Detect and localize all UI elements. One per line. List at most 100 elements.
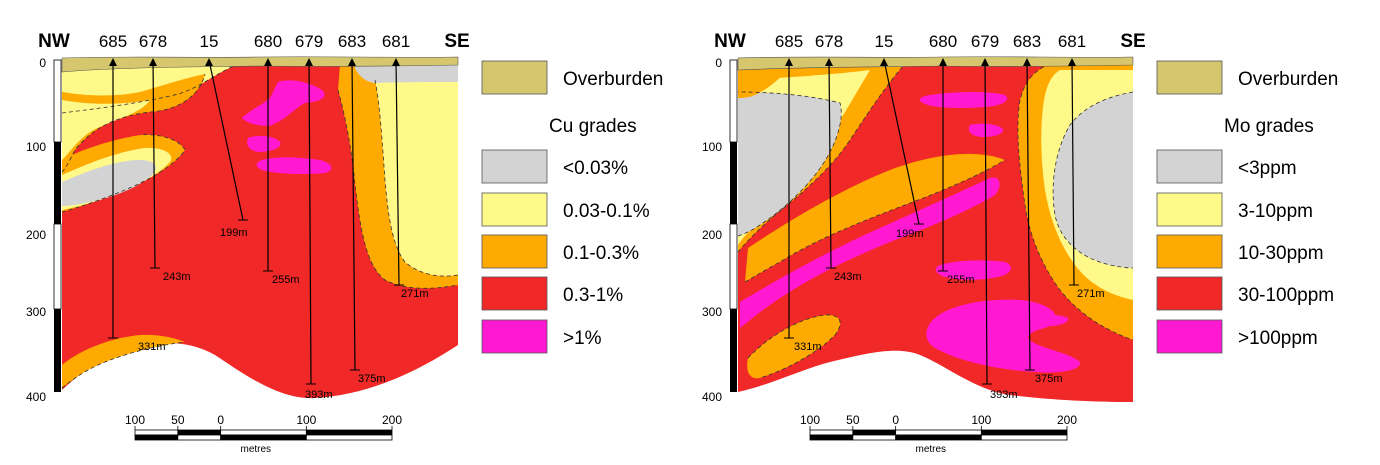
mo-hole-678-depth: 243m [834, 271, 862, 283]
cu-legend-title: Cu grades [549, 116, 637, 137]
mo-depth-tick: 100 [702, 140, 722, 154]
mo-magenta-tip [1034, 315, 1069, 326]
mo-hole-679-depth: 393m [990, 389, 1018, 401]
cu-legend-swatch-0 [481, 149, 548, 184]
cu-scalebar-label: 0 [217, 413, 224, 427]
mo-grey-left [738, 92, 842, 236]
cu-hole-680-label: 680 [254, 32, 282, 51]
mo-depth-tick: 400 [702, 390, 722, 404]
mo-scalebar-label: 50 [846, 413, 860, 427]
mo-scalebar-unit: metres [916, 444, 947, 455]
cu-hole-679-label: 679 [295, 32, 323, 51]
cu-depth-tick: 200 [26, 228, 46, 242]
mo-hole-685-arrow [785, 58, 793, 66]
cu-hole-683-arrow [348, 58, 356, 66]
mo-legend-swatch-1 [1156, 192, 1223, 227]
mo-legend-overburden-swatch [1156, 60, 1223, 95]
mo-scalebar-label: 100 [800, 413, 820, 427]
cu-legend-label-0: <0.03% [563, 158, 628, 179]
mo-hole-678-arrow [825, 58, 833, 66]
mo-legend-swatch-2 [1156, 234, 1223, 269]
cu-hole-678-depth: 243m [163, 271, 191, 283]
cu-hole-683-label: 683 [338, 32, 366, 51]
mo-magenta-3 [935, 260, 1011, 280]
cu-hole-678-label: 678 [139, 32, 167, 51]
cu-magenta-1 [242, 80, 325, 126]
cu-grey-left [62, 160, 156, 206]
cu-yellow-left [62, 100, 150, 160]
cu-scalebar-seg [305, 429, 393, 436]
cu-hole-681-label: 681 [382, 32, 410, 51]
mo-hole-679-trace [984, 59, 988, 385]
cu-legend-overburden-swatch [481, 60, 548, 95]
mo-hole-678-trace [828, 59, 832, 269]
mo-legend-label-2: 10-30ppm [1238, 243, 1324, 264]
mo-hole-681-label: 681 [1058, 32, 1086, 51]
mo-hole-15-depth: 199m [896, 228, 924, 240]
cu-hole-679-arrow [305, 58, 313, 66]
cu-scalebar-seg [177, 434, 222, 441]
mo-nw-label: NW [714, 31, 746, 52]
mo-scalebar-label: 100 [971, 413, 991, 427]
mo-depth-tick: 300 [702, 305, 722, 319]
cu-depth-tick: 400 [26, 390, 46, 404]
mo-legend-label-1: 3-10ppm [1238, 201, 1313, 222]
cu-legend-swatch-3 [481, 276, 548, 311]
mo-hole-683-arrow [1023, 58, 1031, 66]
cu-legend-label-4: >1% [563, 328, 602, 349]
mo-hole-15-trace [883, 59, 920, 225]
cu-orange-bottom [62, 334, 185, 388]
mo-legend-label-4: >100ppm [1238, 328, 1318, 349]
cu-hole-680-arrow [264, 58, 272, 66]
mo-legend-swatch-0 [1156, 149, 1223, 184]
mo-scalebar-seg [980, 429, 1068, 436]
cu-scalebar-label: 100 [296, 413, 316, 427]
mo-legend-label-3: 30-100ppm [1238, 285, 1334, 306]
cu-scalebar-label: 100 [125, 413, 145, 427]
mo-scalebar-seg [809, 434, 854, 441]
mo-scalebar-label: 200 [1057, 413, 1077, 427]
mo-section-panel [729, 56, 1134, 402]
mo-hole-681-arrow [1068, 58, 1076, 66]
mo-magenta-band [740, 177, 1000, 328]
mo-hole-678-label: 678 [815, 32, 843, 51]
mo-legend-label-0: <3ppm [1238, 158, 1297, 179]
cu-hole-15-trace [208, 59, 244, 221]
cu-depth-tick: 0 [39, 56, 46, 70]
mo-scalebar-seg [980, 434, 1068, 441]
cu-hole-15-label: 15 [200, 32, 219, 51]
cu-hole-679-depth: 393m [305, 389, 333, 401]
mo-hole-680-label: 680 [929, 32, 957, 51]
cu-hole-15-arrow [205, 58, 213, 66]
cu-scalebar-seg [305, 434, 393, 441]
cu-legend-swatch-1 [481, 192, 548, 227]
mo-depth-tick: 200 [702, 228, 722, 242]
mo-depth-tick: 0 [715, 56, 722, 70]
mo-scalebar-label: 0 [892, 413, 899, 427]
cu-hole-683-depth: 375m [358, 373, 386, 385]
mo-hole-679-arrow [981, 58, 989, 66]
cu-scalebar-seg [134, 434, 179, 441]
mo-hole-15-label: 15 [875, 32, 894, 51]
mo-se-label: SE [1120, 31, 1145, 52]
mo-scalebar-seg [895, 434, 982, 441]
cu-hole-678-trace [152, 59, 156, 269]
mo-hole-683-depth: 375m [1035, 373, 1063, 385]
cu-hole-680-depth: 255m [272, 274, 300, 286]
mo-legend-swatch-3 [1156, 276, 1223, 311]
cu-depth-tick: 300 [26, 305, 46, 319]
mo-hole-679-label: 679 [971, 32, 999, 51]
cu-hole-685-arrow [109, 58, 117, 66]
cu-depth-tick: 100 [26, 140, 46, 154]
mo-hole-683-label: 683 [1013, 32, 1041, 51]
cu-hole-678-arrow [149, 58, 157, 66]
mo-hole-680-depth: 255m [947, 274, 975, 286]
cu-hole-685-label: 685 [99, 32, 127, 51]
mo-legend-swatch-4 [1156, 319, 1223, 354]
cu-section-panel [53, 56, 459, 399]
cu-legend-label-1: 0.03-0.1% [563, 201, 650, 222]
mo-hole-685-label: 685 [775, 32, 803, 51]
cu-hole-683-trace [351, 59, 356, 371]
